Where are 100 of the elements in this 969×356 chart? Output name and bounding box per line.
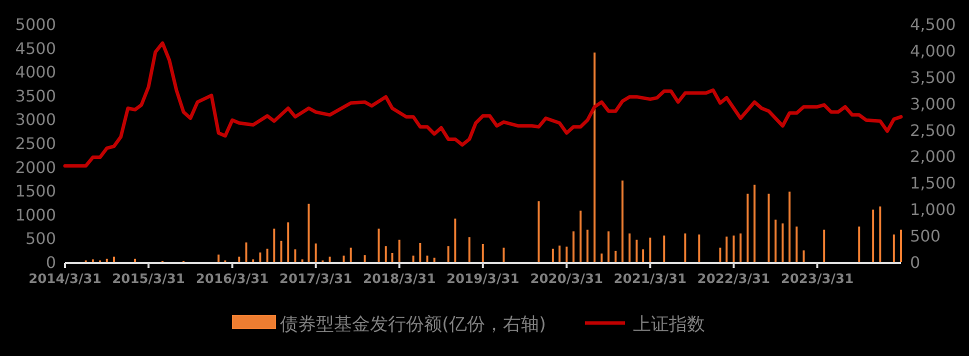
line-series: [63, 41, 903, 168]
y2-tick-label: 0: [910, 253, 920, 272]
x-tick-label: 2014/3/31: [28, 272, 102, 287]
y-tick-label: 5000: [15, 15, 56, 34]
bar: [294, 249, 296, 262]
bar: [502, 248, 505, 262]
bar: [433, 258, 436, 262]
y2-tick-label: 4,500: [910, 15, 956, 34]
legend-label: 上证指数: [633, 314, 705, 335]
bar: [558, 246, 561, 262]
bar: [621, 180, 624, 262]
x-tick-label: 2021/3/31: [614, 272, 687, 287]
bar: [419, 242, 422, 262]
bar: [447, 246, 450, 262]
y2-tick-label: 2,500: [910, 120, 956, 140]
bar: [92, 259, 94, 262]
bar: [259, 252, 262, 262]
bar: [649, 238, 652, 262]
y2-tick-label: 500: [910, 226, 941, 246]
legend-label: 债券型基金发行份额(亿份，右轴): [280, 314, 546, 335]
bar: [768, 194, 770, 262]
bar: [900, 230, 902, 262]
bar: [872, 210, 874, 262]
bar: [384, 246, 387, 262]
bar: [350, 248, 352, 262]
bar: [892, 234, 895, 262]
bar: [454, 218, 456, 262]
y-tick-label: 500: [25, 229, 56, 248]
y-tick-label: 4500: [15, 38, 56, 58]
bar: [614, 250, 617, 262]
bar: [566, 246, 568, 262]
y2-tick-label: 3,000: [910, 94, 956, 114]
bar: [788, 192, 791, 262]
bar: [391, 253, 394, 262]
bar: [782, 223, 784, 262]
y-tick-label: 2000: [15, 158, 56, 177]
bar: [287, 222, 290, 262]
bar: [732, 236, 735, 262]
bar: [774, 220, 777, 262]
bar: [740, 233, 742, 262]
bar: [754, 184, 756, 262]
y2-tick-label: 1,000: [910, 200, 956, 220]
bar: [594, 52, 596, 262]
bar: [412, 256, 414, 262]
bar: [684, 233, 686, 262]
bar: [586, 230, 588, 262]
bar: [364, 255, 366, 262]
bar: [112, 256, 115, 262]
bar: [482, 244, 484, 262]
bar: [858, 226, 860, 262]
y-tick-label: 2500: [15, 134, 56, 153]
bar: [802, 250, 805, 262]
bar: [600, 254, 603, 262]
bar: [726, 236, 728, 262]
x-tick-label: 2020/3/31: [530, 272, 604, 287]
x-tick-label: 2017/3/31: [279, 272, 352, 287]
bar: [642, 249, 644, 262]
x-tick-label: 2015/3/31: [112, 272, 185, 287]
bar: [468, 237, 470, 262]
bar: [134, 258, 136, 262]
bar: [266, 248, 268, 262]
bar: [301, 259, 304, 262]
bar: [608, 231, 610, 262]
bar: [280, 240, 282, 262]
bar: [314, 243, 317, 262]
bar: [245, 242, 248, 262]
bar: [719, 248, 722, 262]
x-tick-label: 2019/3/31: [446, 272, 520, 287]
bar: [698, 234, 700, 262]
bar: [273, 228, 276, 262]
bar: [636, 240, 638, 262]
x-tick-label: 2022/3/31: [697, 272, 770, 287]
y-tick-label: 0: [46, 253, 56, 272]
x-tick-label: 2018/3/31: [362, 272, 436, 287]
bar: [580, 210, 582, 262]
y2-tick-label: 4,000: [910, 41, 956, 60]
bar: [238, 256, 240, 262]
y-tick-label: 1500: [15, 182, 56, 201]
bar: [628, 233, 631, 262]
bar: [342, 256, 345, 262]
y2-tick-label: 2,000: [910, 147, 956, 166]
y-tick-label: 4000: [15, 62, 56, 82]
y-tick-label: 1000: [15, 205, 56, 224]
bar: [426, 256, 428, 262]
bar: [538, 201, 540, 262]
x-tick-label: 2023/3/31: [780, 272, 854, 287]
bar: [106, 258, 108, 262]
x-tick-label: 2016/3/31: [196, 272, 269, 287]
y2-tick-label: 3,500: [910, 68, 956, 87]
y-tick-label: 3500: [15, 86, 56, 106]
bar: [663, 236, 666, 262]
bar: [378, 228, 380, 262]
bar: [328, 256, 331, 262]
bar: [218, 254, 220, 262]
bar: [796, 226, 798, 262]
bar: [879, 206, 882, 262]
bar: [308, 204, 310, 262]
bar: [552, 248, 554, 262]
bar: [252, 259, 254, 262]
bar: [823, 230, 826, 262]
